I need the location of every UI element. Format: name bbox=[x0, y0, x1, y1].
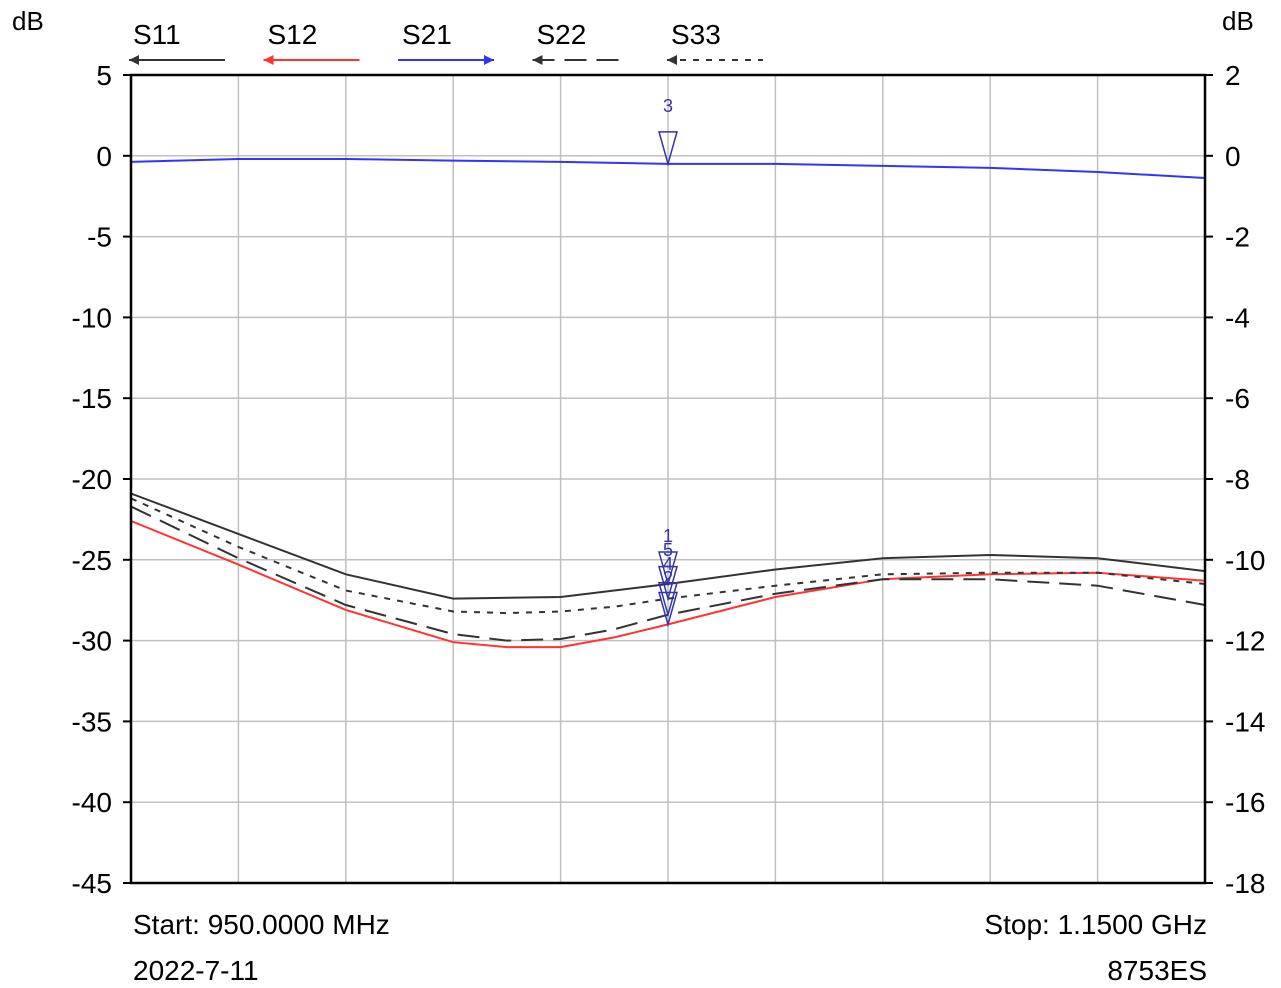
left-tick-label: -15 bbox=[72, 383, 112, 414]
series-line-s22 bbox=[130, 505, 1206, 642]
left-tick-label: -40 bbox=[72, 787, 112, 818]
legend-item-s21: S21 bbox=[398, 19, 494, 65]
legend-item-s33: S33 bbox=[667, 19, 763, 65]
right-tick-label: -10 bbox=[1225, 545, 1265, 576]
legend-label: S21 bbox=[402, 19, 452, 50]
stop-frequency-label: Stop: 1.1500 GHz bbox=[984, 909, 1207, 940]
legend-arrow-icon bbox=[484, 55, 494, 65]
series-line-s12 bbox=[130, 520, 1206, 649]
left-axis-ticks: 5 0 -5 -10 -15 -20 -25 -30 -35 -40 -45 bbox=[72, 60, 131, 899]
right-tick-label: -4 bbox=[1225, 302, 1250, 333]
marker-label: 2 bbox=[663, 568, 673, 588]
left-tick-label: -45 bbox=[72, 868, 112, 899]
right-tick-label: -18 bbox=[1225, 868, 1265, 899]
marker-3: 3 bbox=[658, 96, 678, 167]
left-tick-label: -30 bbox=[72, 626, 112, 657]
marker-triangle bbox=[658, 131, 678, 167]
marker-triangle bbox=[658, 591, 678, 628]
marker-triangle bbox=[658, 551, 678, 587]
legend-label: S11 bbox=[133, 19, 181, 50]
legend: S11 S12 S21 S22 S33 bbox=[129, 19, 763, 65]
left-tick-label: -20 bbox=[72, 464, 112, 495]
left-tick-label: -35 bbox=[72, 706, 112, 737]
right-tick-label: -12 bbox=[1225, 626, 1265, 657]
marker-label: 5 bbox=[663, 540, 673, 560]
right-tick-label: -16 bbox=[1225, 787, 1265, 818]
legend-label: S22 bbox=[537, 19, 587, 50]
right-tick-label: -8 bbox=[1225, 464, 1250, 495]
marker-2: 2 bbox=[658, 568, 678, 628]
left-tick-label: -10 bbox=[72, 302, 112, 333]
right-tick-label: -14 bbox=[1225, 706, 1265, 737]
instrument-label: 8753ES bbox=[1107, 955, 1207, 986]
marker-label: 3 bbox=[663, 96, 673, 116]
legend-item-s12: S12 bbox=[263, 19, 360, 65]
marker-1: 1 bbox=[658, 526, 678, 587]
legend-arrow-icon bbox=[129, 55, 139, 65]
right-tick-label: -2 bbox=[1225, 222, 1250, 253]
date-label: 2022-7-11 bbox=[133, 955, 259, 986]
marker-label: 4 bbox=[663, 554, 673, 574]
right-axis-ticks: 2 0 -2 -4 -6 -8 -10 -12 -14 -16 -18 bbox=[1205, 60, 1265, 899]
series-line-s11 bbox=[130, 492, 1206, 600]
left-tick-label: 5 bbox=[96, 60, 112, 91]
right-axis-unit: dB bbox=[1222, 6, 1254, 36]
legend-item-s11: S11 bbox=[129, 19, 225, 65]
marker-triangle bbox=[658, 581, 678, 618]
legend-arrow-icon bbox=[667, 55, 677, 65]
right-tick-label: -6 bbox=[1225, 383, 1250, 414]
marker-label: 1 bbox=[663, 526, 673, 546]
legend-label: S33 bbox=[671, 19, 721, 50]
legend-item-s22: S22 bbox=[532, 19, 629, 65]
legend-arrow-icon bbox=[532, 55, 543, 65]
legend-arrow-icon bbox=[263, 55, 274, 65]
right-tick-label: 0 bbox=[1225, 141, 1241, 172]
start-frequency-label: Start: 950.0000 MHz bbox=[133, 909, 390, 940]
left-tick-label: 0 bbox=[96, 141, 112, 172]
marker-4: 4 bbox=[658, 554, 678, 618]
legend-label: S12 bbox=[268, 19, 318, 50]
right-tick-label: 2 bbox=[1225, 60, 1241, 91]
left-axis-unit: dB bbox=[12, 6, 44, 36]
left-tick-label: -5 bbox=[87, 222, 112, 253]
grid bbox=[131, 75, 1205, 883]
left-tick-label: -25 bbox=[72, 545, 112, 576]
